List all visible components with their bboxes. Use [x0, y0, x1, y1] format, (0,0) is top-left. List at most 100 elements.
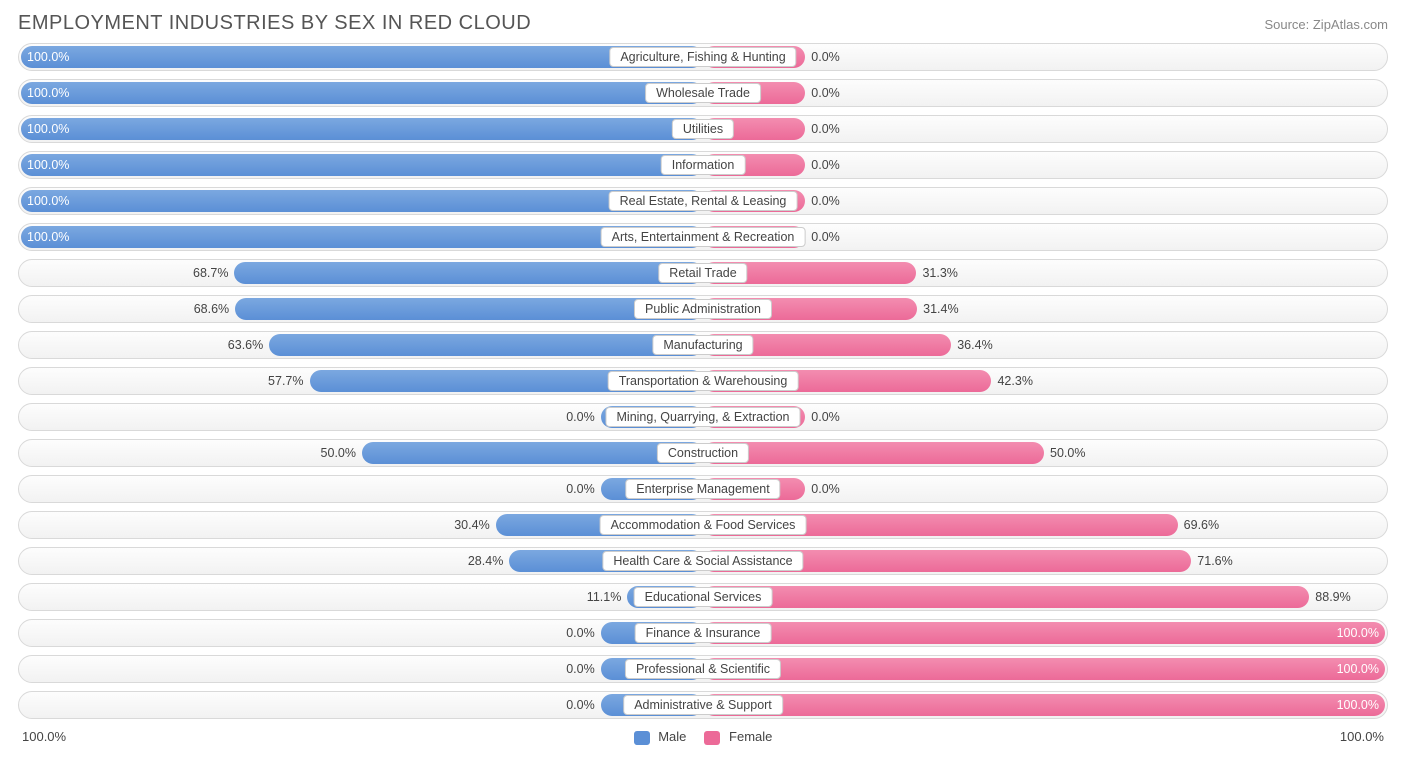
chart-row: 100.0% 0.0% Utilities	[18, 115, 1388, 143]
female-bar	[703, 442, 1044, 464]
male-value: 28.4%	[468, 554, 503, 568]
male-value: 63.6%	[228, 338, 263, 352]
male-swatch-icon	[634, 731, 650, 745]
male-value: 50.0%	[321, 446, 356, 460]
chart-row: 0.0% 100.0% Administrative & Support	[18, 691, 1388, 719]
female-value: 100.0%	[1337, 626, 1379, 640]
male-value: 30.4%	[454, 518, 489, 532]
chart-row: 100.0% 0.0% Agriculture, Fishing & Hunting	[18, 43, 1388, 71]
axis-right-label: 100.0%	[1340, 729, 1384, 744]
male-bar	[269, 334, 703, 356]
female-bar	[703, 694, 1385, 716]
chart-row: 30.4% 69.6% Accommodation & Food Services	[18, 511, 1388, 539]
male-bar	[21, 190, 703, 212]
male-bar	[235, 298, 703, 320]
legend-male-label: Male	[658, 729, 686, 744]
category-label: Professional & Scientific	[625, 659, 781, 679]
female-value: 0.0%	[811, 482, 840, 496]
male-value: 100.0%	[27, 122, 69, 136]
legend-female: Female	[704, 729, 772, 745]
female-value: 0.0%	[811, 194, 840, 208]
chart-row: 100.0% 0.0% Wholesale Trade	[18, 79, 1388, 107]
category-label: Administrative & Support	[623, 695, 783, 715]
female-value: 100.0%	[1337, 698, 1379, 712]
chart-row: 68.7% 31.3% Retail Trade	[18, 259, 1388, 287]
legend-female-label: Female	[729, 729, 772, 744]
male-value: 68.6%	[194, 302, 229, 316]
male-value: 100.0%	[27, 230, 69, 244]
category-label: Health Care & Social Assistance	[602, 551, 803, 571]
female-value: 50.0%	[1050, 446, 1085, 460]
chart-row: 28.4% 71.6% Health Care & Social Assistanc…	[18, 547, 1388, 575]
female-value: 36.4%	[957, 338, 992, 352]
chart-row: 100.0% 0.0% Arts, Entertainment & Recreati…	[18, 223, 1388, 251]
male-value: 100.0%	[27, 86, 69, 100]
category-label: Accommodation & Food Services	[600, 515, 807, 535]
female-bar	[703, 658, 1385, 680]
male-value: 0.0%	[566, 626, 595, 640]
chart-row: 68.6% 31.4% Public Administration	[18, 295, 1388, 323]
male-bar	[21, 154, 703, 176]
male-bar	[362, 442, 703, 464]
chart-title: EMPLOYMENT INDUSTRIES BY SEX IN RED CLOU…	[18, 12, 531, 35]
female-value: 69.6%	[1184, 518, 1219, 532]
category-label: Manufacturing	[652, 335, 753, 355]
female-value: 88.9%	[1315, 590, 1350, 604]
male-value: 68.7%	[193, 266, 228, 280]
category-label: Agriculture, Fishing & Hunting	[609, 47, 796, 67]
male-value: 100.0%	[27, 50, 69, 64]
category-label: Finance & Insurance	[635, 623, 772, 643]
chart-row: 0.0% 0.0% Mining, Quarrying, & Extraction	[18, 403, 1388, 431]
female-value: 0.0%	[811, 230, 840, 244]
male-bar	[21, 46, 703, 68]
chart-row: 0.0% 0.0% Enterprise Management	[18, 475, 1388, 503]
category-label: Real Estate, Rental & Leasing	[609, 191, 798, 211]
female-value: 0.0%	[811, 122, 840, 136]
category-label: Wholesale Trade	[645, 83, 761, 103]
category-label: Retail Trade	[658, 263, 747, 283]
male-value: 57.7%	[268, 374, 303, 388]
axis-left-label: 100.0%	[22, 729, 66, 744]
chart-row: 0.0% 100.0% Finance & Insurance	[18, 619, 1388, 647]
chart-source: Source: ZipAtlas.com	[1264, 17, 1388, 32]
male-value: 100.0%	[27, 158, 69, 172]
category-label: Mining, Quarrying, & Extraction	[606, 407, 801, 427]
chart-row: 100.0% 0.0% Real Estate, Rental & Leasing	[18, 187, 1388, 215]
chart-row: 100.0% 0.0% Information	[18, 151, 1388, 179]
male-value: 0.0%	[566, 662, 595, 676]
chart-legend: Male Female	[634, 729, 773, 745]
chart-row: 57.7%42.3%Transportation & Warehousing	[18, 367, 1388, 395]
male-value: 11.1%	[587, 590, 622, 604]
chart-row: 63.6% 36.4% Manufacturing	[18, 331, 1388, 359]
female-value: 31.4%	[923, 302, 958, 316]
category-label: Public Administration	[634, 299, 772, 319]
female-value: 0.0%	[811, 410, 840, 424]
category-label: Transportation & Warehousing	[608, 371, 799, 391]
female-swatch-icon	[704, 731, 720, 745]
category-label: Utilities	[672, 119, 734, 139]
female-value: 0.0%	[811, 50, 840, 64]
male-bar	[21, 118, 703, 140]
female-value: 31.3%	[922, 266, 957, 280]
category-label: Enterprise Management	[625, 479, 780, 499]
female-bar	[703, 622, 1385, 644]
category-label: Educational Services	[634, 587, 773, 607]
male-value: 0.0%	[566, 482, 595, 496]
male-bar	[21, 82, 703, 104]
chart-row: 50.0% 50.0% Construction	[18, 439, 1388, 467]
female-value: 71.6%	[1197, 554, 1232, 568]
female-value: 0.0%	[811, 86, 840, 100]
category-label: Arts, Entertainment & Recreation	[601, 227, 806, 247]
male-value: 0.0%	[566, 698, 595, 712]
chart-row: 11.1% 88.9% Educational Services	[18, 583, 1388, 611]
category-label: Construction	[657, 443, 749, 463]
chart-row: 0.0%100.0%Professional & Scientific	[18, 655, 1388, 683]
male-value: 0.0%	[566, 410, 595, 424]
chart-rows: 100.0% 0.0% Agriculture, Fishing & Hunting…	[18, 43, 1388, 719]
male-value: 100.0%	[27, 194, 69, 208]
chart-axis: 100.0% Male Female 100.0%	[18, 727, 1388, 745]
female-value: 0.0%	[811, 158, 840, 172]
male-bar	[234, 262, 703, 284]
category-label: Information	[661, 155, 746, 175]
female-bar	[703, 586, 1309, 608]
